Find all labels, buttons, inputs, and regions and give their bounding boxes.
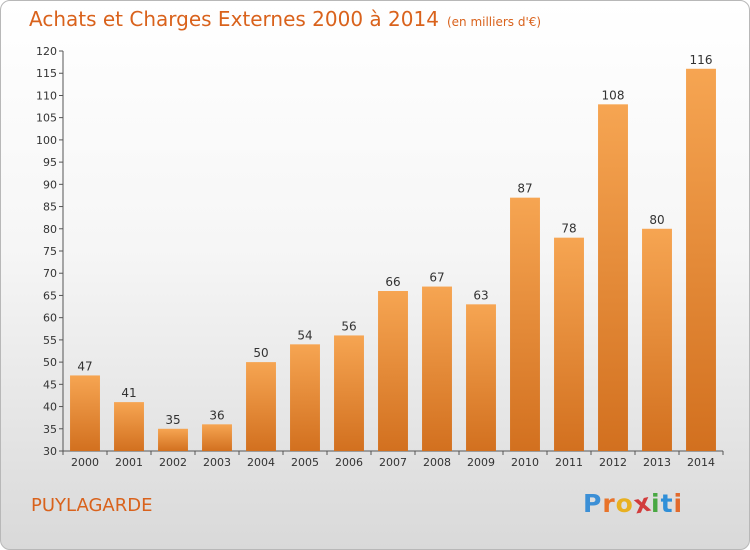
value-label: 67 (429, 271, 444, 285)
logo-letter: r (602, 489, 616, 518)
bar-2001 (114, 402, 144, 451)
y-tick-label: 105 (36, 112, 57, 125)
proxiti-logo: Proxiti (583, 488, 684, 520)
y-tick-label: 50 (43, 356, 57, 369)
y-tick-label: 70 (43, 267, 57, 280)
bar-2005 (290, 344, 320, 451)
x-tick-label: 2004 (247, 456, 275, 469)
x-tick-label: 2011 (555, 456, 583, 469)
bar-2002 (158, 428, 188, 451)
value-label: 78 (561, 222, 576, 236)
bar-2004 (246, 362, 276, 451)
place-name: PUYLAGARDE (31, 495, 153, 516)
x-tick-label: 2002 (159, 456, 187, 469)
bar-2012 (598, 104, 628, 451)
y-tick-label: 35 (43, 423, 57, 436)
y-tick-label: 90 (43, 178, 57, 191)
y-tick-label: 80 (43, 223, 57, 236)
y-tick-label: 45 (43, 378, 57, 391)
value-label: 41 (121, 386, 136, 400)
value-label: 63 (473, 288, 488, 302)
value-label: 87 (517, 182, 532, 196)
y-tick-label: 30 (43, 445, 57, 458)
bar-2000 (70, 375, 100, 451)
value-label: 35 (165, 413, 180, 427)
y-tick-label: 110 (36, 89, 57, 102)
y-tick-label: 75 (43, 245, 57, 258)
y-tick-label: 65 (43, 289, 57, 302)
x-tick-label: 2006 (335, 456, 363, 469)
chart-subtitle: (en milliers d'€) (446, 15, 542, 29)
chart-title: Achats et Charges Externes 2000 à 2014 (e… (29, 7, 541, 31)
y-tick-label: 115 (36, 67, 57, 80)
value-label: 56 (341, 319, 356, 333)
x-tick-label: 2000 (71, 456, 99, 469)
value-label: 108 (602, 88, 625, 102)
x-tick-label: 2008 (423, 456, 451, 469)
x-tick-label: 2005 (291, 456, 319, 469)
bars (70, 68, 716, 452)
bar-2009 (466, 304, 496, 451)
logo-letter: o (615, 489, 634, 518)
logo-letter: P (583, 489, 603, 518)
x-tick-label: 2013 (643, 456, 671, 469)
value-labels: 47 41 35 36 50 54 56 66 67 63 87 78 108 80 116 (77, 53, 712, 427)
bar-2011 (554, 237, 584, 451)
y-tick-label: 95 (43, 156, 57, 169)
bar-2006 (334, 335, 364, 451)
value-label: 66 (385, 275, 400, 289)
y-tick-label: 100 (36, 134, 57, 147)
value-label: 36 (209, 408, 224, 422)
value-label: 47 (77, 359, 92, 373)
x-tick-label: 2007 (379, 456, 407, 469)
bar-2007 (378, 291, 408, 451)
y-tick-label: 55 (43, 334, 57, 347)
y-tick-label: 120 (36, 45, 57, 58)
title-text: Achats et Charges Externes 2000 à 2014 (29, 7, 439, 31)
logo-letter: t (660, 489, 674, 518)
bar-2014 (686, 68, 716, 452)
value-label: 80 (649, 213, 664, 227)
bar-2008 (422, 286, 452, 451)
y-tick-label: 85 (43, 201, 57, 214)
x-tick-label: 2014 (687, 456, 715, 469)
x-axis: 2000 2001 2002 2003 2004 2005 2006 2007 2008 2009… (62, 450, 724, 469)
x-tick-label: 2010 (511, 456, 539, 469)
x-tick-label: 2003 (203, 456, 231, 469)
bar-2003 (202, 424, 232, 451)
logo-letter: i (673, 489, 684, 518)
value-label: 50 (253, 346, 268, 360)
x-tick-label: 2012 (599, 456, 627, 469)
logo-letter: i (651, 489, 661, 518)
y-tick-label: 60 (43, 312, 57, 325)
value-label: 116 (690, 53, 713, 67)
x-tick-label: 2001 (115, 456, 143, 469)
y-tick-label: 40 (43, 401, 57, 414)
bar-2013 (642, 228, 672, 451)
value-label: 54 (297, 328, 312, 342)
bar-2010 (510, 197, 540, 451)
x-tick-label: 2009 (467, 456, 495, 469)
y-axis: 30 35 40 45 50 55 60 65 70 75 80 85 90 95 100 105 110 115… (36, 45, 64, 458)
